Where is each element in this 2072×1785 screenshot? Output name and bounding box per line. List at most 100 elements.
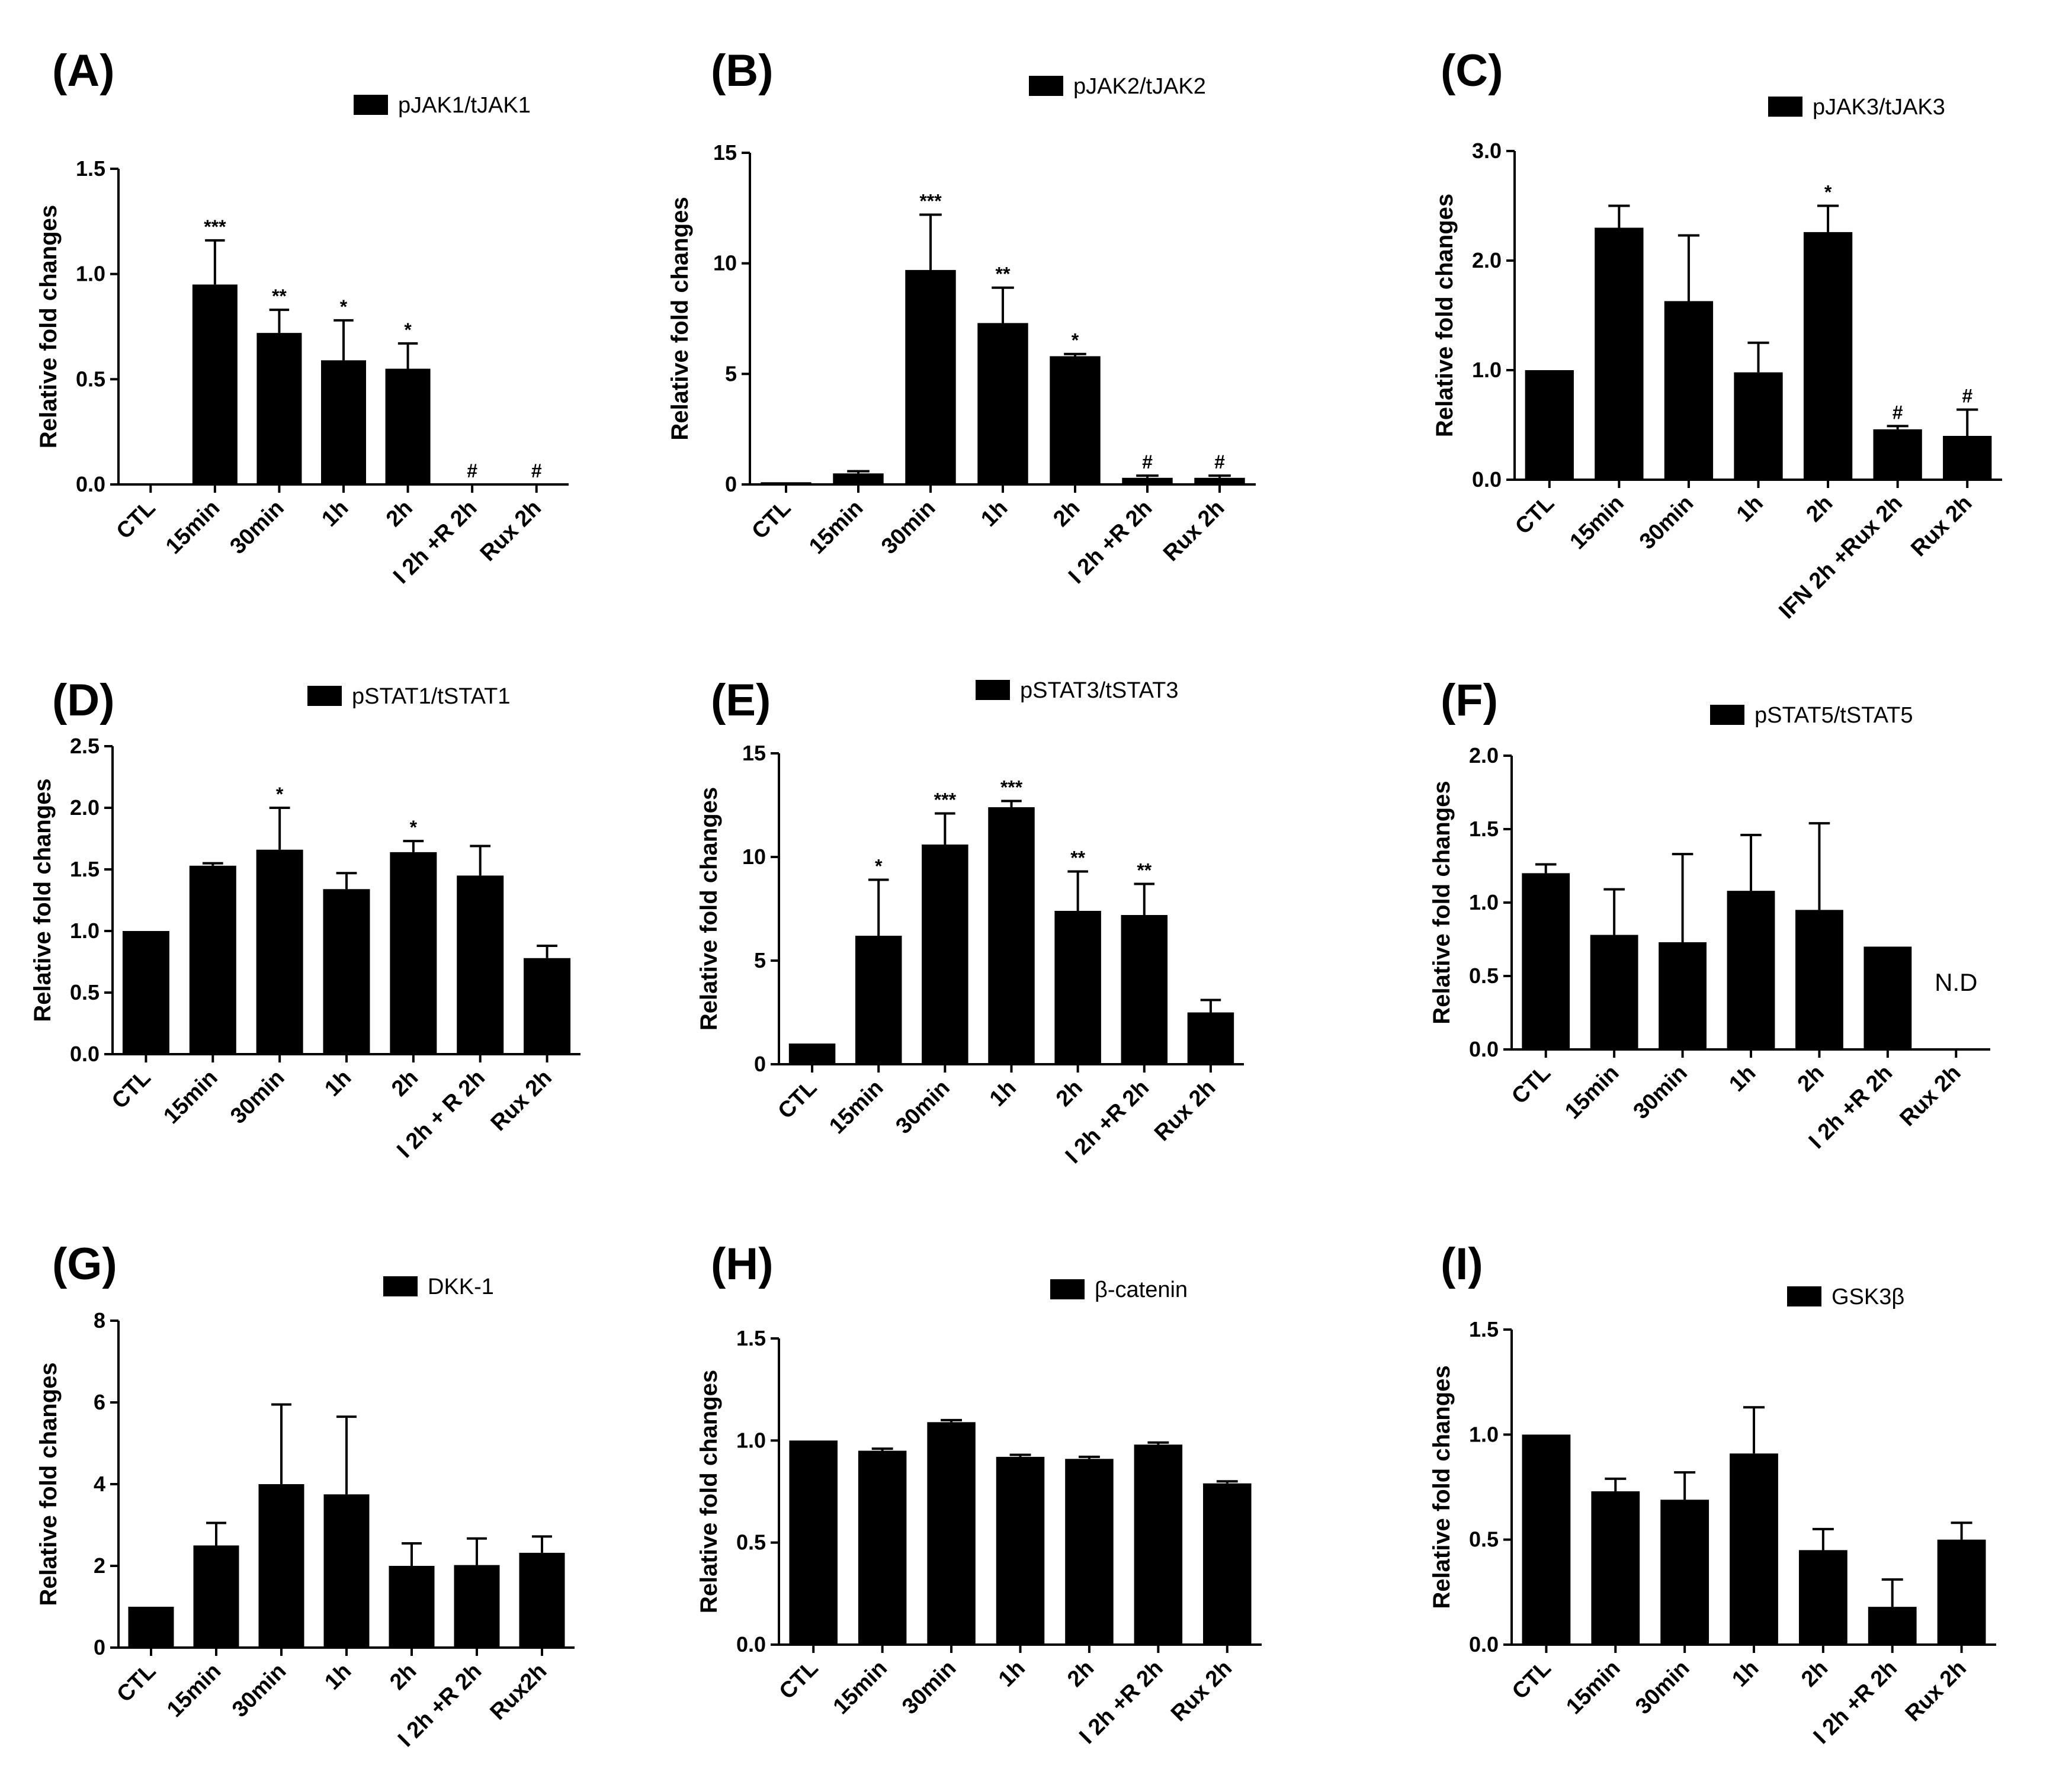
y-tick-label: 0.5 [1469, 1527, 1499, 1552]
bar [1134, 1444, 1183, 1645]
bar [1522, 873, 1570, 1049]
significance-marker: ** [1070, 847, 1085, 869]
bar [1803, 232, 1853, 480]
chart-panel-h: (H) β-catenin Relative fold changes 0.0 0.5 1… [696, 1239, 1262, 1749]
legend-swatch [1050, 1279, 1085, 1299]
panel-label: (E) [711, 675, 771, 725]
bar [1734, 372, 1783, 480]
bar [1868, 1607, 1917, 1645]
y-tick-label: 0 [754, 1052, 766, 1076]
y-tick-label: 0 [725, 472, 737, 496]
bar [256, 333, 302, 484]
y-tick-label: 1.5 [736, 1326, 766, 1350]
x-tick-label: 30min [225, 496, 288, 559]
bar [927, 1422, 976, 1645]
y-axis-label: Relative fold changes [30, 778, 56, 1022]
y-tick-label: 0 [94, 1635, 105, 1659]
bar [1065, 1459, 1114, 1645]
significance-marker: * [276, 784, 284, 805]
x-tick-label: 30min [1629, 1061, 1692, 1124]
significance-marker: ** [996, 264, 1011, 285]
x-tick-label: 1h [985, 1076, 1021, 1112]
bar [789, 1440, 838, 1645]
y-axis-label: Relative fold changes [1429, 781, 1455, 1024]
y-tick-label: 0.0 [736, 1632, 766, 1656]
significance-marker: # [467, 460, 477, 481]
x-tick-label: 1h [976, 496, 1012, 532]
x-tick-label: 15min [804, 496, 868, 559]
chart-panel-e: (E) pSTAT3/tSTAT3 Relative fold changes 0 5 1… [696, 675, 1244, 1168]
bar [390, 852, 437, 1054]
bar [385, 368, 431, 484]
bar [193, 1545, 239, 1648]
bar [1591, 1491, 1640, 1645]
bar [321, 360, 366, 484]
x-tick-label: 15min [159, 1065, 222, 1129]
bar [189, 865, 236, 1054]
y-tick-label: 0.5 [76, 367, 105, 391]
bar [1863, 946, 1912, 1049]
x-tick-label: 30min [226, 1065, 289, 1129]
x-tick-label: Rux 2h [1159, 496, 1229, 566]
bar [1730, 1453, 1778, 1645]
legend-swatch [354, 95, 388, 115]
chart-panel-b: (B) pJAK2/tJAK2 Relative fold changes 0 5 10 1… [667, 46, 1256, 589]
x-tick-label: 15min [829, 1656, 892, 1719]
x-tick-label: 1h [320, 1659, 356, 1695]
legend-swatch [1768, 97, 1802, 117]
bar [788, 1044, 836, 1064]
y-tick-label: 10 [742, 845, 766, 869]
bar [1187, 1012, 1234, 1064]
bar [1727, 891, 1775, 1049]
x-tick-label: 1h [317, 496, 353, 532]
x-tick-label: 1h [1724, 1061, 1760, 1097]
x-tick-label: CTL [112, 1659, 161, 1707]
y-tick-label: 6 [94, 1390, 105, 1414]
panel-label: (A) [52, 46, 115, 96]
bar [905, 269, 956, 484]
y-axis-label: Relative fold changes [1432, 194, 1458, 437]
significance-marker: ** [272, 285, 287, 307]
significance-marker: *** [204, 216, 226, 237]
legend-label: pSTAT5/tSTAT5 [1755, 703, 1913, 728]
y-tick-label: 8 [94, 1308, 105, 1333]
x-tick-label: IFN 2h +Rux 2h [1774, 491, 1907, 624]
x-tick-label: Rux 2h [486, 1065, 557, 1136]
panel-label: (D) [52, 675, 115, 725]
x-tick-label: Rux 2h [1166, 1656, 1237, 1726]
y-axis-label: Relative fold changes [36, 1362, 62, 1606]
bar [128, 1607, 174, 1648]
y-tick-label: 1.0 [70, 919, 100, 943]
x-tick-label: 15min [1565, 491, 1628, 554]
y-tick-label: 0.5 [70, 980, 100, 1004]
y-tick-label: 2.0 [1469, 743, 1499, 768]
significance-marker: # [1962, 386, 1972, 407]
x-tick-label: Rux 2h [1901, 1656, 1971, 1726]
bar [1590, 935, 1638, 1049]
bar [977, 323, 1028, 484]
x-tick-label: 2h [1797, 1656, 1833, 1692]
bar [1943, 436, 1992, 480]
x-tick-label: 30min [891, 1076, 954, 1139]
y-tick-label: 1.5 [76, 156, 105, 181]
x-tick-label: Rux 2h [476, 496, 546, 566]
panel-label: (B) [711, 46, 774, 96]
x-tick-label: 15min [1561, 1656, 1625, 1719]
y-tick-label: 0.0 [76, 472, 105, 496]
x-tick-label: 15min [161, 496, 224, 559]
legend-label: GSK3β [1832, 1285, 1904, 1309]
significance-marker: *** [934, 789, 957, 811]
x-tick-label: CTL [773, 1076, 822, 1124]
x-tick-label: 15min [162, 1659, 226, 1722]
x-tick-label: 2h [1048, 496, 1085, 532]
x-tick-label: Rux 2h [1906, 491, 1977, 561]
y-tick-label: 2.0 [1472, 248, 1502, 272]
significance-marker: * [1824, 182, 1832, 203]
y-tick-label: 0.0 [1469, 1632, 1499, 1656]
bar [192, 284, 238, 484]
bar [833, 473, 884, 484]
y-tick-label: 2 [94, 1553, 105, 1578]
y-tick-label: 10 [713, 251, 737, 275]
x-tick-label: 1h [1727, 1656, 1763, 1692]
y-tick-label: 15 [713, 140, 737, 165]
